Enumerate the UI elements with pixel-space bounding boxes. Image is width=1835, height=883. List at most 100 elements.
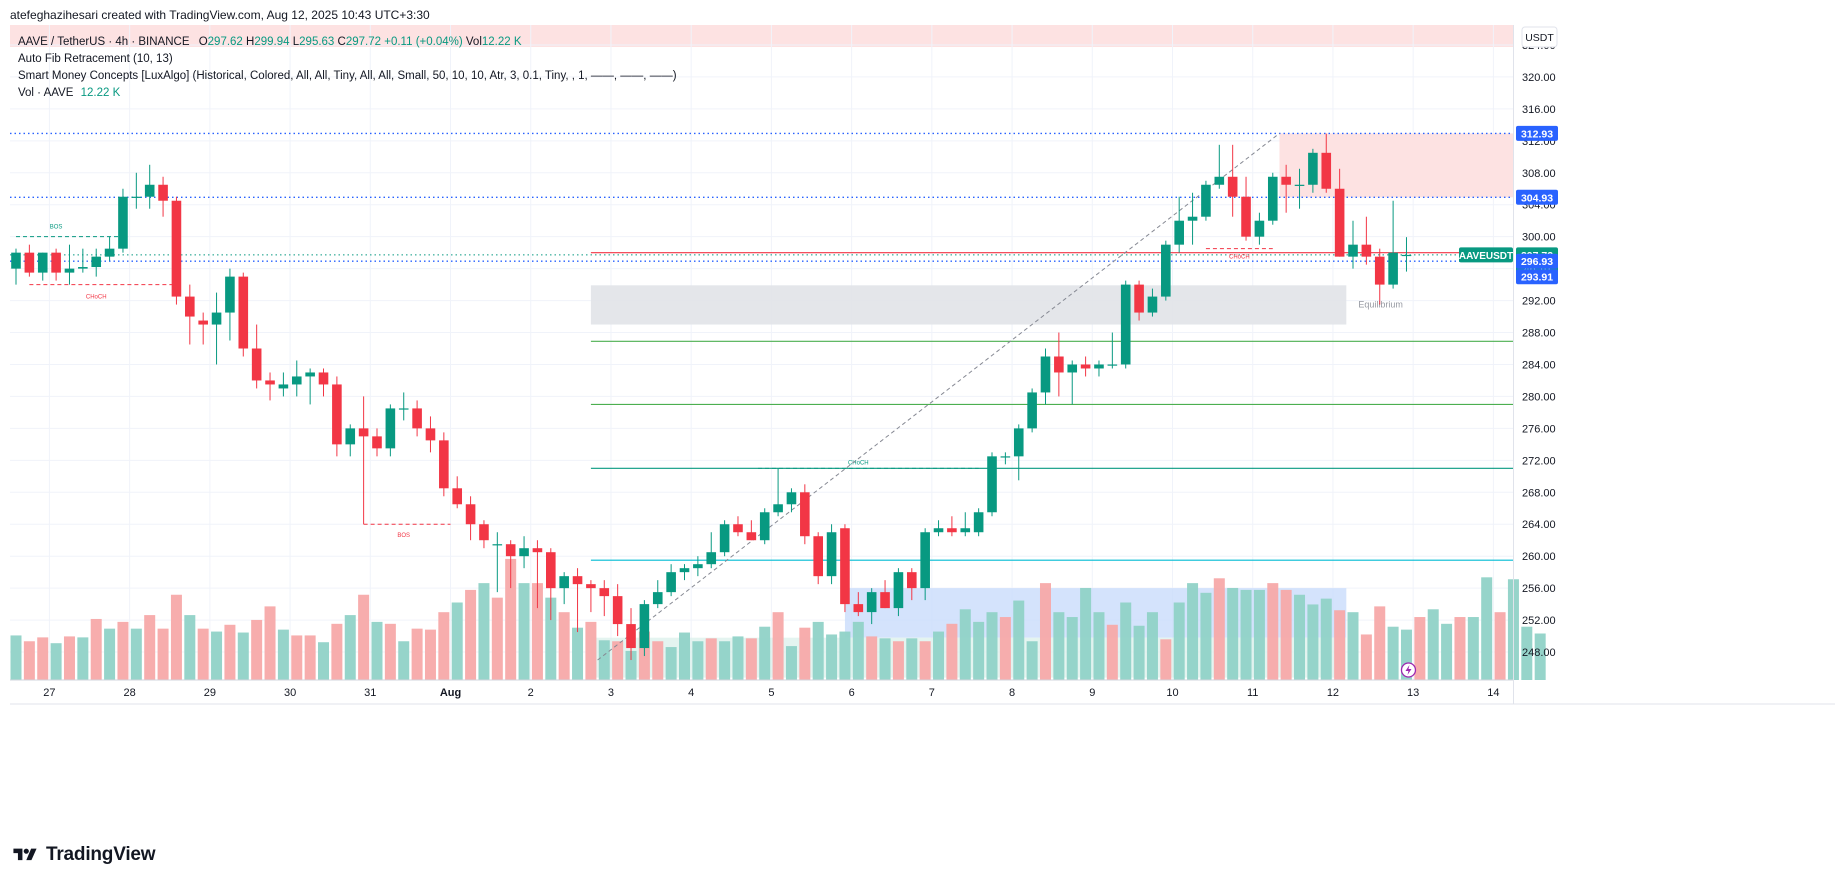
candle-body[interactable] <box>185 296 195 317</box>
legend-indicator-smc[interactable]: Smart Money Concepts [LuxAlgo] (Historic… <box>18 70 677 82</box>
legend-indicator-vol[interactable]: Vol · AAVE 12.22 K <box>18 85 677 102</box>
candle-body[interactable] <box>546 552 556 589</box>
candle-body[interactable] <box>853 604 864 613</box>
candle-body[interactable] <box>225 276 235 313</box>
candle-body[interactable] <box>251 348 262 381</box>
currency-box[interactable] <box>1521 26 1558 48</box>
candle-body[interactable] <box>345 428 356 445</box>
candle-body[interactable] <box>920 532 930 589</box>
candle-body[interactable] <box>144 184 155 197</box>
candle-body[interactable] <box>786 492 797 505</box>
candle-body[interactable] <box>465 504 476 525</box>
candle-body[interactable] <box>519 548 529 557</box>
candle-body[interactable] <box>532 548 543 553</box>
candle-body[interactable] <box>385 408 396 449</box>
candle-body[interactable] <box>412 408 422 429</box>
candle-body[interactable] <box>158 184 168 201</box>
candle-body[interactable] <box>1174 220 1184 245</box>
candle-body[interactable] <box>599 588 610 597</box>
candle-body[interactable] <box>1321 152 1332 189</box>
candle-body[interactable] <box>358 428 369 437</box>
candle-body[interactable] <box>906 572 917 589</box>
candle-body[interactable] <box>37 252 48 273</box>
candle-body[interactable] <box>1388 252 1398 285</box>
candle-body[interactable] <box>505 544 516 557</box>
candle-body[interactable] <box>291 376 302 385</box>
candle-body[interactable] <box>305 372 315 377</box>
candle-body[interactable] <box>773 504 783 513</box>
legend-indicator-fib[interactable]: Auto Fib Retracement (10, 13) <box>18 53 173 65</box>
candle-body[interactable] <box>1013 428 1024 457</box>
candle-body[interactable] <box>1227 176 1238 197</box>
candle-body[interactable] <box>840 528 850 605</box>
candle-body[interactable] <box>1401 254 1412 257</box>
candle-body[interactable] <box>719 524 730 553</box>
candle-body[interactable] <box>1147 296 1158 313</box>
candle-body[interactable] <box>626 624 636 649</box>
candle-body[interactable] <box>1120 284 1131 365</box>
candle-body[interactable] <box>1067 364 1078 373</box>
candle-body[interactable] <box>64 268 75 273</box>
candle-body[interactable] <box>880 592 890 609</box>
candle-body[interactable] <box>1161 244 1171 297</box>
candle-body[interactable] <box>666 572 676 593</box>
candle-body[interactable] <box>104 248 115 257</box>
candle-body[interactable] <box>1040 356 1051 393</box>
candle-body[interactable] <box>947 528 957 533</box>
candle-body[interactable] <box>1374 256 1385 285</box>
candle-body[interactable] <box>278 384 289 389</box>
candle-body[interactable] <box>1000 456 1011 458</box>
candle-body[interactable] <box>131 196 142 198</box>
candle-body[interactable] <box>265 380 275 385</box>
candle-body[interactable] <box>866 592 877 613</box>
candle-body[interactable] <box>572 576 583 585</box>
candle-body[interactable] <box>1267 176 1278 221</box>
candle-body[interactable] <box>706 552 717 565</box>
candle-body[interactable] <box>439 440 449 489</box>
candle-body[interactable] <box>733 524 743 533</box>
candle-body[interactable] <box>693 564 703 569</box>
candle-body[interactable] <box>1214 176 1225 185</box>
candle-body[interactable] <box>24 252 35 273</box>
candle-body[interactable] <box>612 596 623 625</box>
candle-body[interactable] <box>1348 244 1358 257</box>
candle-body[interactable] <box>1187 216 1198 221</box>
candle-body[interactable] <box>78 267 88 269</box>
price-chart[interactable]: EquilibriumBOSCHoCHBOSCHoCHCHoCH324.0032… <box>10 25 1835 845</box>
candle-body[interactable] <box>479 524 489 541</box>
candle-body[interactable] <box>91 256 102 268</box>
tradingview-logo[interactable]: TradingView <box>10 843 156 867</box>
candle-body[interactable] <box>11 252 21 269</box>
candle-body[interactable] <box>372 436 382 449</box>
candle-body[interactable] <box>238 276 249 349</box>
candle-body[interactable] <box>1294 184 1305 186</box>
candle-body[interactable] <box>211 312 222 325</box>
candle-body[interactable] <box>1201 184 1211 217</box>
candle-body[interactable] <box>425 428 436 441</box>
candle-body[interactable] <box>559 576 569 589</box>
candle-body[interactable] <box>1054 356 1064 373</box>
time-axis[interactable]: 27 28 29 30 31 Aug 2 3 4 5 6 7 8 9 10 11 12 13 14 <box>43 687 1499 699</box>
candle-body[interactable] <box>826 532 837 577</box>
candle-body[interactable] <box>586 584 596 589</box>
candle-body[interactable] <box>746 532 757 541</box>
candle-body[interactable] <box>1241 196 1251 237</box>
candle-body[interactable] <box>973 512 984 533</box>
chart-area[interactable]: EquilibriumBOSCHoCHBOSCHoCHCHoCH324.0032… <box>10 25 1835 845</box>
candle-body[interactable] <box>198 320 208 325</box>
price-axis[interactable]: 324.00320.00316.00312.00308.00304.00300.… <box>10 25 1835 705</box>
candle-body[interactable] <box>893 572 904 609</box>
candle-body[interactable] <box>1308 152 1318 185</box>
candle-body[interactable] <box>332 384 342 445</box>
candle-body[interactable] <box>759 512 770 541</box>
candle-body[interactable] <box>1107 364 1118 366</box>
candle-body[interactable] <box>492 544 503 546</box>
candle-body[interactable] <box>679 568 690 573</box>
candle-body[interactable] <box>1281 176 1291 185</box>
candle-body[interactable] <box>118 196 128 249</box>
candle-body[interactable] <box>1334 188 1345 257</box>
candle-body[interactable] <box>960 528 971 533</box>
candle-body[interactable] <box>171 200 182 297</box>
candle-body[interactable] <box>1080 364 1091 369</box>
candle-body[interactable] <box>813 536 823 577</box>
